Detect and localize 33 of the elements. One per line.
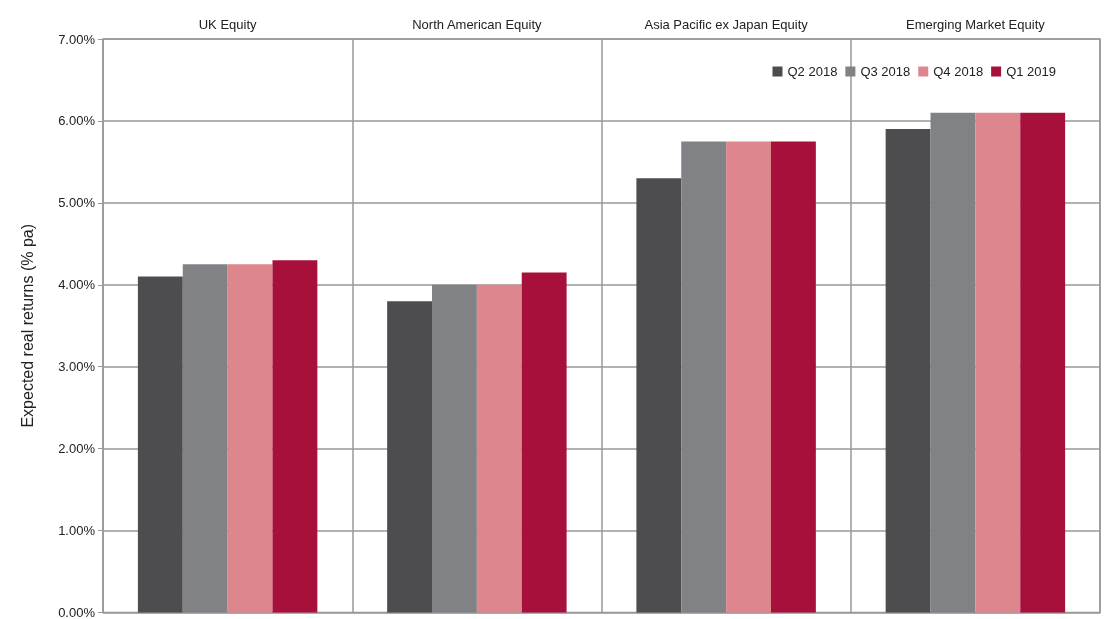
bar bbox=[770, 141, 816, 613]
legend-label: Q4 2018 bbox=[933, 64, 984, 79]
bar bbox=[885, 129, 931, 613]
bar bbox=[227, 264, 273, 613]
bar bbox=[1020, 112, 1066, 613]
y-tick-label: 1.00% bbox=[58, 523, 96, 539]
legend-label: Q1 2019 bbox=[1006, 64, 1056, 79]
x-tick-label: Asia Pacific ex Japan Equity bbox=[644, 17, 809, 32]
bar bbox=[930, 112, 976, 613]
y-tick-label: 7.00% bbox=[58, 31, 96, 47]
y-axis-title: Expected real returns (% pa) bbox=[18, 223, 36, 428]
y-tick-label: 0.00% bbox=[58, 605, 96, 619]
bar bbox=[272, 260, 318, 613]
bar bbox=[726, 141, 771, 613]
bar bbox=[681, 141, 727, 613]
x-tick-label: North American Equity bbox=[412, 17, 543, 32]
y-tick-label: 5.00% bbox=[58, 195, 96, 211]
y-tick-label: 2.00% bbox=[58, 441, 96, 457]
y-tick-label: 3.00% bbox=[58, 359, 96, 375]
legend-label: Q3 2018 bbox=[860, 64, 911, 79]
y-tick-label: 4.00% bbox=[58, 277, 96, 293]
y-tick-label: 6.00% bbox=[58, 113, 96, 129]
bar bbox=[432, 284, 477, 613]
bar bbox=[975, 112, 1021, 613]
bar bbox=[636, 178, 682, 613]
bar bbox=[182, 264, 228, 613]
legend-label: Q2 2018 bbox=[787, 64, 838, 79]
bar bbox=[476, 284, 522, 613]
bar bbox=[521, 272, 567, 613]
bar bbox=[137, 276, 183, 613]
x-tick-label: UK Equity bbox=[198, 17, 258, 32]
bar bbox=[387, 301, 433, 613]
x-tick-label: Emerging Market Equity bbox=[906, 17, 1046, 32]
